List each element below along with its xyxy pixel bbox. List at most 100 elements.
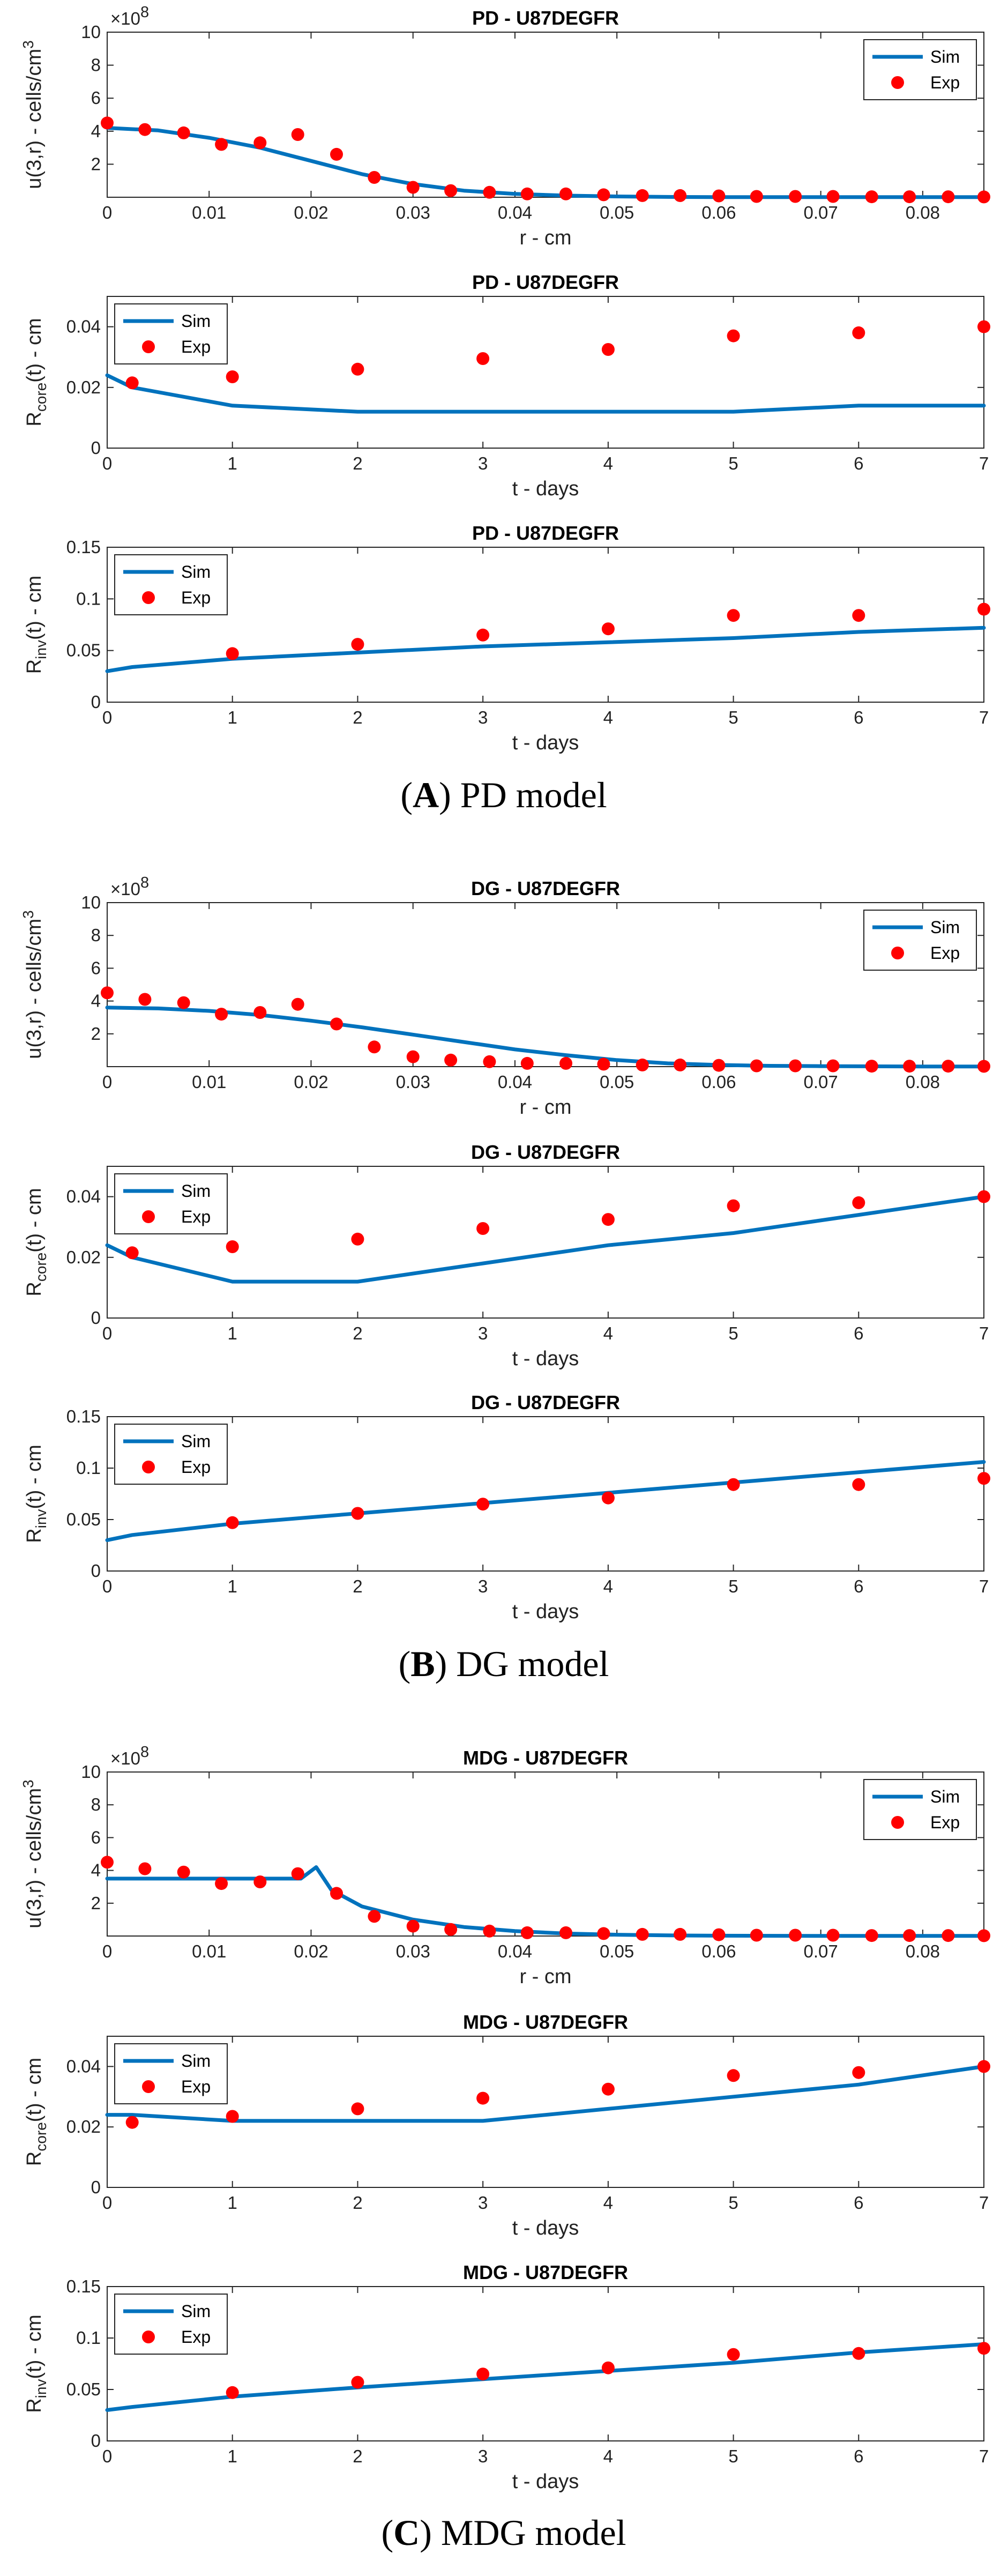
x-axis-label: t - days	[512, 1347, 579, 1370]
exp-data-point	[226, 370, 239, 383]
exp-data-point	[330, 147, 343, 161]
legend-box	[114, 1173, 228, 1234]
exp-data-point	[368, 1040, 381, 1054]
legend-exp-swatch	[142, 591, 155, 604]
x-tick-label: 0	[102, 1941, 112, 1961]
x-axis-label: r - cm	[519, 1096, 571, 1119]
x-tick-label: 0.04	[498, 1072, 532, 1092]
exp-data-point	[852, 2347, 865, 2360]
legend-sim-label: Sim	[930, 918, 960, 937]
sim-series-line	[105, 1006, 986, 1069]
y-axis-label: u(3,r) - cells/cm3	[20, 40, 46, 189]
y-tick-label: 0	[91, 692, 101, 712]
x-tick-label: 1	[228, 708, 237, 727]
legend: Sim Exp	[114, 303, 228, 364]
x-tick-label: 6	[854, 453, 863, 473]
y-exponent-label: ×108	[110, 4, 149, 28]
x-tick-label: 3	[478, 708, 488, 727]
x-tick-label: 6	[854, 2446, 863, 2466]
x-tick-label: 0.07	[804, 1941, 838, 1961]
exp-data-point	[789, 190, 802, 203]
y-axis-label: Rinv(t) - cm	[23, 1445, 49, 1543]
exp-data-point	[351, 2102, 364, 2116]
exp-data-point	[601, 1213, 615, 1226]
chart-panel: DG - U87DEGFR 0 1 2 3 4 5 6 7 0 0.02 0.04 t - days Rc…	[23, 1141, 990, 1370]
exp-data-point	[125, 376, 139, 390]
chart-panel: PD - U87DEGFR 0 1 2 3 4 5 6 7 0 0.02 0.04 t - days Rc…	[23, 271, 990, 500]
x-tick-label: 7	[979, 453, 989, 473]
legend-exp-label: Exp	[181, 1457, 211, 1477]
legend: Sim Exp	[114, 1173, 228, 1234]
y-tick-label: 6	[91, 958, 101, 978]
x-tick-label: 6	[854, 708, 863, 727]
y-axis-label: u(3,r) - cells/cm3	[20, 910, 46, 1059]
exp-data-point	[977, 1472, 990, 1485]
exp-data-point	[125, 1246, 139, 1260]
chart-panel: MDG - U87DEGFR 0 1 2 3 4 5 6 7 0 0.05 0.1 0.15 t - da…	[23, 2261, 990, 2493]
sim-series-line	[105, 373, 986, 414]
exp-data-point	[826, 1059, 840, 1073]
exp-data-point	[636, 189, 649, 202]
exp-data-point	[138, 993, 152, 1006]
y-tick-label: 6	[91, 88, 101, 108]
exp-data-point	[636, 1927, 649, 1941]
x-tick-label: 4	[603, 1576, 613, 1596]
y-axis-label: Rcore(t) - cm	[23, 318, 49, 426]
x-tick-label: 4	[603, 1323, 613, 1343]
exp-data-point	[520, 1926, 534, 1939]
x-tick-label: 5	[728, 708, 738, 727]
y-tick-label: 2	[91, 1893, 101, 1913]
legend-sim-label: Sim	[181, 2051, 211, 2071]
exp-data-point	[444, 184, 458, 197]
x-axis-label: t - days	[512, 478, 579, 500]
legend-box	[863, 39, 977, 100]
y-tick-label: 0	[91, 2177, 101, 2197]
exp-data-point	[636, 1058, 649, 1071]
exp-data-point	[559, 1926, 572, 1939]
x-tick-label: 4	[603, 2193, 613, 2213]
exp-data-point	[977, 2060, 990, 2073]
legend-exp-swatch	[142, 340, 155, 353]
exp-data-point	[125, 2116, 139, 2129]
x-tick-label: 0.02	[294, 1072, 328, 1092]
exp-data-point	[177, 1865, 190, 1879]
x-tick-label: 0	[102, 1323, 112, 1343]
exp-data-point	[177, 996, 190, 1009]
legend-box	[863, 1779, 977, 1840]
exp-data-point	[750, 1059, 763, 1073]
legend-exp-label: Exp	[181, 588, 211, 607]
y-tick-label: 0.04	[66, 2056, 101, 2076]
chart-panel: DG - U87DEGFR 0 0.01 0.02 0.03 0.04 0.05 0.06 0.…	[20, 874, 990, 1119]
chart-title: DG - U87DEGFR	[471, 1391, 620, 1413]
legend-exp-swatch	[142, 1210, 155, 1223]
legend-sim-label: Sim	[930, 47, 960, 66]
legend-sim-label: Sim	[181, 1432, 211, 1451]
legend-sim-label: Sim	[181, 311, 211, 331]
legend-exp-swatch	[142, 1461, 155, 1473]
chart-panel: DG - U87DEGFR 0 1 2 3 4 5 6 7 0 0.05 0.1 0.15 t - day…	[23, 1391, 990, 1623]
exp-data-point	[712, 1928, 726, 1941]
exp-data-point	[406, 181, 420, 194]
x-tick-label: 5	[728, 453, 738, 473]
exp-data-point	[712, 1059, 726, 1072]
x-tick-label: 0.06	[701, 1941, 736, 1961]
exp-data-point	[101, 1856, 114, 1869]
exp-data-point	[138, 1862, 152, 1875]
x-tick-label: 3	[478, 2193, 488, 2213]
y-tick-label: 0.05	[66, 1509, 101, 1529]
exp-data-point	[727, 329, 740, 343]
legend-sim-label: Sim	[181, 562, 211, 582]
sim-series-line	[105, 1195, 986, 1284]
exp-data-point	[674, 1058, 687, 1071]
x-tick-label: 0.06	[701, 1072, 736, 1092]
exp-data-point	[226, 2386, 239, 2399]
plot-area	[107, 547, 984, 703]
exp-data-point	[865, 190, 878, 204]
exp-data-point	[476, 1222, 490, 1235]
legend: Sim Exp	[114, 554, 228, 615]
x-tick-label: 0.08	[906, 203, 940, 222]
exp-data-point	[351, 1232, 364, 1246]
exp-data-point	[601, 622, 615, 636]
exp-data-point	[903, 1060, 916, 1073]
exp-data-point	[727, 2069, 740, 2082]
